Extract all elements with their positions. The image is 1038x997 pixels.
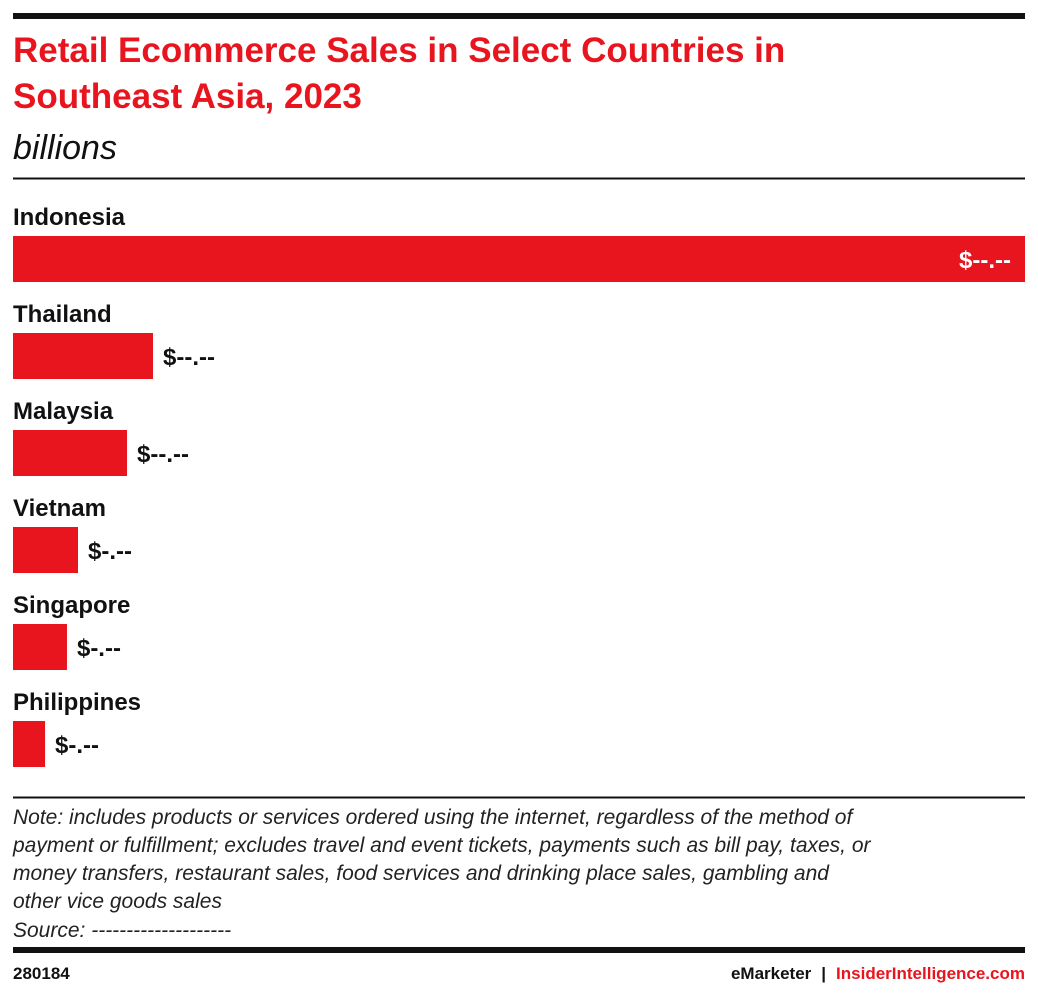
site: InsiderIntelligence.com [836,964,1025,983]
bottom-rule [13,947,1025,953]
category-label: Singapore [13,592,130,619]
bar [13,624,67,670]
bar [13,527,78,573]
category-label: Vietnam [13,495,106,522]
bar [13,333,153,379]
note: Note: includes products or services orde… [13,806,854,829]
chart-title: Southeast Asia, 2023 [13,77,362,116]
value-label: $-.-- [55,732,99,759]
note: money transfers, restaurant sales, food … [13,862,830,885]
category-label: Thailand [13,301,112,328]
value-label: $-.-- [77,635,121,662]
value-label: $--.-- [163,344,215,371]
bar [13,236,1025,282]
source: Source: -------------------- [13,919,231,942]
category-label: Indonesia [13,204,126,231]
bar [13,430,128,476]
value-label: $-.-- [88,538,132,565]
category-label: Philippines [13,689,141,716]
brand: eMarketer [731,964,812,983]
separator: | [821,964,826,983]
credits: eMarketer | InsiderIntelligence.com [731,964,1025,983]
value-label: $--.-- [959,247,1011,274]
bar [13,721,46,767]
top-rule [13,13,1025,19]
note: other vice goods sales [13,890,222,913]
value-label: $--.-- [137,441,189,468]
chart-id: 280184 [13,964,70,983]
chart-subtitle: billions [13,129,117,167]
chart-title: Retail Ecommerce Sales in Select Countri… [13,31,785,70]
category-label: Malaysia [13,398,114,425]
note: payment or fulfillment; excludes travel … [12,834,872,857]
